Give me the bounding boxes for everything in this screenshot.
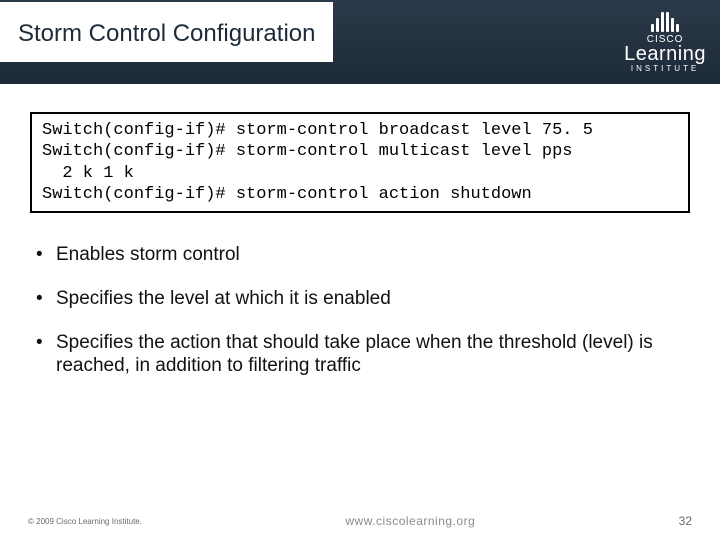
slide-title: Storm Control Configuration (18, 20, 315, 48)
bullet-item: Specifies the action that should take pl… (30, 331, 690, 379)
slide-body: Switch(config-if)# storm-control broadca… (0, 84, 720, 540)
slide-footer: © 2009 Cisco Learning Institute. www.cis… (0, 514, 720, 528)
bullet-item: Specifies the level at which it is enabl… (30, 287, 690, 311)
bullet-item: Enables storm control (30, 243, 690, 267)
code-line: Switch(config-if)# storm-control action … (42, 185, 532, 204)
cisco-learning-logo: CISCO Learning INSTITUTE (624, 12, 706, 73)
code-line: Switch(config-if)# storm-control multica… (42, 142, 573, 161)
copyright-text: © 2009 Cisco Learning Institute. (28, 517, 142, 526)
page-number: 32 (679, 514, 692, 528)
cisco-bars-icon (651, 12, 679, 32)
footer-url: www.ciscolearning.org (345, 514, 475, 528)
slide: Storm Control Configuration CISCO Learni… (0, 0, 720, 540)
code-block: Switch(config-if)# storm-control broadca… (30, 112, 690, 213)
title-block: Storm Control Configuration (0, 2, 333, 62)
bullet-list: Enables storm control Specifies the leve… (30, 243, 690, 378)
code-line: Switch(config-if)# storm-control broadca… (42, 121, 593, 140)
code-line: 2 k 1 k (42, 164, 134, 183)
slide-header: Storm Control Configuration CISCO Learni… (0, 0, 720, 84)
logo-sub: INSTITUTE (631, 64, 699, 73)
logo-word: Learning (624, 43, 706, 66)
